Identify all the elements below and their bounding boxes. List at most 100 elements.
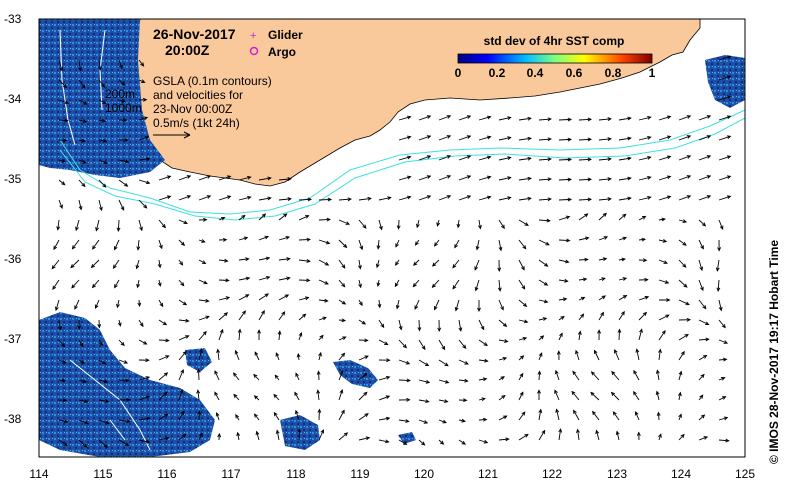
velocity-arrow <box>638 215 647 221</box>
velocity-arrow <box>655 390 660 401</box>
velocity-arrow <box>438 155 452 161</box>
velocity-arrow <box>538 335 545 341</box>
velocity-arrow <box>238 175 252 181</box>
velocity-arrow <box>358 299 363 307</box>
velocity-arrow <box>98 419 110 425</box>
velocity-arrow <box>398 439 408 445</box>
scale-arrow <box>153 131 191 139</box>
velocity-arrow <box>338 370 344 381</box>
velocity-arrow <box>717 239 722 252</box>
velocity-arrow <box>217 432 222 441</box>
velocity-arrow <box>638 155 652 161</box>
velocity-arrow <box>638 195 652 201</box>
velocity-arrow <box>498 415 508 421</box>
velocity-arrow <box>418 135 432 141</box>
velocity-arrow <box>338 239 348 249</box>
velocity-arrow <box>538 352 543 361</box>
velocity-arrow <box>58 359 67 364</box>
velocity-arrow <box>138 376 151 381</box>
velocity-arrow <box>95 219 100 232</box>
velocity-arrow <box>98 199 103 212</box>
velocity-arrow <box>58 59 64 72</box>
velocity-arrow <box>598 257 608 262</box>
velocity-arrow <box>178 410 185 421</box>
velocity-arrow <box>498 356 508 361</box>
velocity-arrow <box>398 319 403 331</box>
velocity-arrow <box>610 391 620 401</box>
velocity-arrow <box>118 378 130 383</box>
velocity-arrow <box>538 197 552 202</box>
velocity-arrow <box>452 279 460 290</box>
velocity-arrow <box>118 99 126 103</box>
velocity-arrow <box>158 219 166 229</box>
velocity-arrow <box>518 411 526 421</box>
velocity-arrow <box>98 439 109 448</box>
velocity-arrow <box>633 369 640 381</box>
velocity-arrow <box>538 218 551 223</box>
velocity-arrow <box>598 277 606 282</box>
velocity-arrow <box>58 99 70 105</box>
y-tick-label: -33 <box>4 12 22 26</box>
velocity-arrow <box>438 359 449 367</box>
velocity-arrow <box>518 259 525 271</box>
velocity-arrow <box>658 348 662 361</box>
velocity-arrow <box>338 432 349 441</box>
velocity-arrow <box>278 177 292 181</box>
velocity-arrow <box>377 299 382 309</box>
colorbar-tick: 0.2 <box>489 66 506 80</box>
gsla-line: GSLA (0.1m contours) <box>153 74 272 88</box>
velocity-arrow <box>638 175 652 181</box>
velocity-arrow <box>558 117 573 122</box>
velocity-arrow <box>434 299 440 311</box>
velocity-arrow <box>678 135 692 141</box>
y-tick-label: -37 <box>4 332 22 346</box>
velocity-arrow <box>598 236 609 241</box>
velocity-arrow <box>497 259 502 272</box>
velocity-arrow <box>538 259 549 267</box>
velocity-arrow <box>258 256 271 261</box>
map-time: 20:00Z <box>165 42 210 58</box>
velocity-arrow <box>214 370 220 381</box>
velocity-arrow <box>138 339 148 345</box>
velocity-arrow <box>578 197 593 202</box>
velocity-arrow <box>658 314 670 321</box>
velocity-arrow <box>318 217 331 222</box>
velocity-arrow <box>698 175 712 181</box>
velocity-arrow <box>118 159 130 164</box>
velocity-arrow <box>538 239 550 246</box>
velocity-arrow <box>294 391 300 401</box>
velocity-arrow <box>78 179 86 188</box>
velocity-arrow <box>558 428 563 441</box>
velocity-arrow <box>698 373 705 381</box>
velocity-arrow <box>718 416 729 421</box>
velocity-arrow <box>478 319 485 331</box>
velocity-arrow <box>417 319 422 332</box>
velocity-arrow <box>396 219 401 230</box>
velocity-arrow <box>98 59 102 71</box>
velocity-arrow <box>618 176 632 181</box>
velocity-arrow <box>258 176 272 181</box>
velocity-arrow <box>458 175 472 181</box>
velocity-arrow <box>358 219 367 229</box>
velocity-arrow <box>538 429 546 441</box>
velocity-arrow <box>678 219 688 224</box>
velocity-arrow <box>414 299 420 310</box>
colorbar-tick: 1 <box>649 66 656 80</box>
colorbar-gradient <box>457 53 653 64</box>
velocity-arrow <box>158 175 172 181</box>
velocity-arrow <box>338 279 346 288</box>
velocity-arrow <box>318 259 330 266</box>
velocity-arrow <box>178 259 184 266</box>
velocity-arrow <box>92 239 100 250</box>
velocity-arrow <box>595 429 600 441</box>
velocity-arrow <box>218 258 229 263</box>
velocity-arrow <box>554 369 560 381</box>
velocity-arrow <box>438 195 452 201</box>
velocity-arrow <box>158 319 168 326</box>
velocity-arrow <box>537 370 542 381</box>
velocity-arrow <box>558 297 568 302</box>
velocity-arrow <box>538 137 552 142</box>
velocity-arrow <box>378 358 391 363</box>
velocity-arrow <box>178 279 185 287</box>
velocity-arrow <box>618 213 627 221</box>
